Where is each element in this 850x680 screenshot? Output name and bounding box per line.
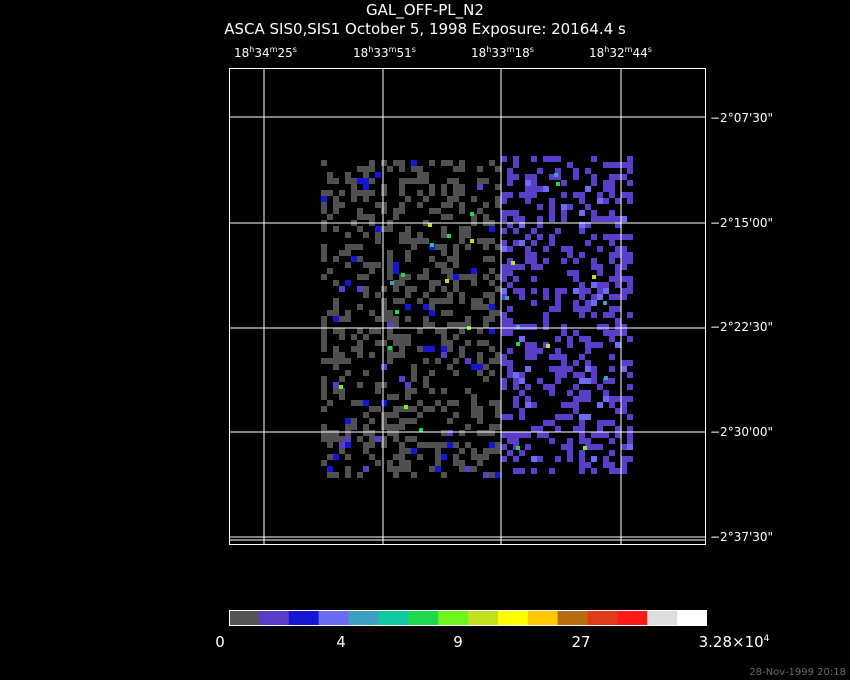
- dec-tick-label: −2°37'30": [710, 530, 774, 544]
- colorbar-label: 4: [336, 633, 346, 651]
- colorbar-swatch: [229, 610, 260, 626]
- xray-image-panel: [229, 68, 706, 545]
- image-subtitle: ASCA SIS0,SIS1 October 5, 1998 Exposure:…: [224, 20, 626, 38]
- colorbar-swatch: [677, 610, 707, 626]
- colorbar-swatch: [468, 610, 499, 626]
- xray-count-map: [321, 156, 633, 478]
- image-title: GAL_OFF-PL_N2: [366, 1, 484, 19]
- dec-tick-label: −2°15'00": [710, 216, 774, 230]
- colorbar-label: 0: [215, 633, 225, 651]
- colorbar-label: 27: [571, 633, 591, 651]
- colorbar-swatch: [408, 610, 439, 626]
- colorbar: [229, 610, 707, 626]
- colorbar-label: 9: [453, 633, 463, 651]
- ra-tick-label: 18h33m51s: [353, 45, 416, 60]
- colorbar-swatch: [348, 610, 379, 626]
- timestamp: 28-Nov-1999 20:18: [749, 667, 846, 678]
- plot-frame: [229, 68, 706, 545]
- colorbar-swatch: [497, 610, 529, 626]
- colorbar-frame: [229, 610, 707, 626]
- colorbar-swatch: [617, 610, 648, 626]
- dec-tick-label: −2°30'00": [710, 425, 774, 439]
- colorbar-swatch: [318, 610, 350, 626]
- colorbar-label: 3.28×104: [698, 633, 770, 651]
- colorbar-swatch: [557, 610, 589, 626]
- dec-tick-label: −2°22'30": [710, 320, 774, 334]
- colorbar-swatch: [378, 610, 409, 626]
- ra-tick-label: 18h33m18s: [471, 45, 534, 60]
- colorbar-swatch: [288, 610, 320, 626]
- colorbar-swatch: [587, 610, 618, 626]
- colorbar-swatch: [527, 610, 559, 626]
- ra-tick-label: 18h34m25s: [234, 45, 297, 60]
- colorbar-swatch: [438, 610, 469, 626]
- colorbar-swatch: [258, 610, 290, 626]
- ra-tick-label: 18h32m44s: [589, 45, 652, 60]
- dec-tick-label: −2°07'30": [710, 111, 774, 125]
- colorbar-swatch: [647, 610, 678, 626]
